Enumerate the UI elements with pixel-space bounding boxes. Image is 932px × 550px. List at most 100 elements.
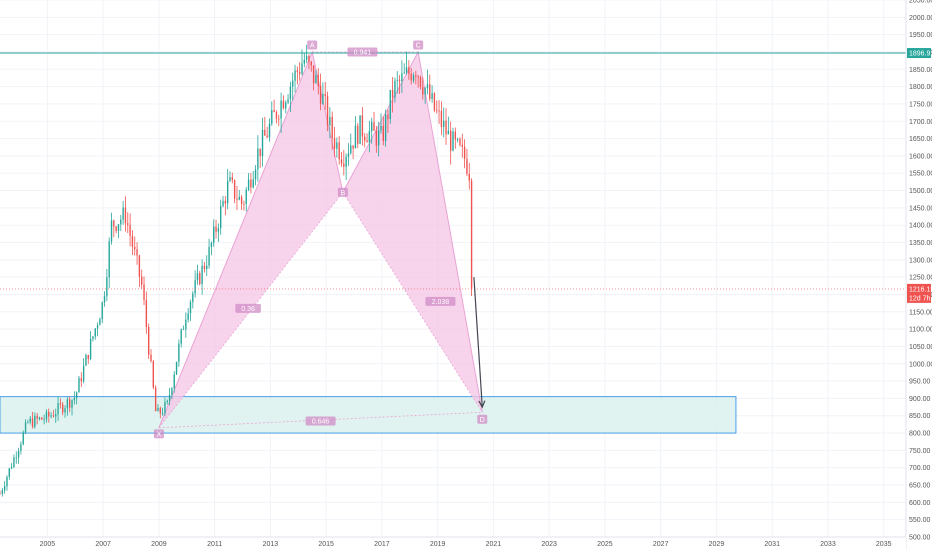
candle-body (1, 490, 4, 494)
time-tick-label: 2027 (653, 541, 669, 548)
candle-body (48, 411, 50, 417)
candle-body (250, 179, 252, 188)
candle-body (401, 73, 403, 82)
candle-body (45, 411, 48, 420)
candle-body (201, 265, 203, 285)
candle-body (357, 125, 359, 144)
price-axis[interactable]: 500.00 550.00 600.00 650.00 700.00 750.00 800.… (905, 0, 932, 550)
candle-body (175, 361, 178, 375)
candle-body (134, 246, 136, 250)
candle-body (82, 365, 85, 382)
candle-body (217, 228, 220, 232)
price-tick-label: 550.00 (909, 517, 931, 524)
candle-body (182, 329, 185, 331)
pattern-point-badge-c (413, 40, 424, 50)
candle-body (396, 79, 398, 81)
candle-body (331, 116, 333, 139)
candle-body (312, 65, 315, 84)
price-axis-tags: 1896.91 1216.15 12d 7h (907, 48, 932, 303)
candle-body (229, 177, 231, 181)
price-tick-label: 1350.00 (909, 240, 932, 247)
candle-body (180, 329, 182, 344)
pattern-triangle-xab[interactable] (158, 51, 343, 428)
candle-body (131, 235, 134, 247)
candle-body (99, 319, 101, 326)
candle-body (305, 55, 308, 60)
candle-body (238, 196, 240, 200)
candle-body (310, 61, 312, 66)
candle-body (147, 326, 150, 355)
candle-body (6, 476, 8, 487)
candle-body (199, 273, 201, 285)
candle-body (208, 246, 210, 266)
projection-arrow[interactable] (473, 277, 486, 409)
price-tick-label: 750.00 (909, 448, 931, 455)
time-tick-label: 2009 (151, 541, 167, 548)
candle-body (391, 89, 394, 98)
time-axis[interactable]: 2005 2007 2009 2011 2013 2015 2017 2019 2021 2023… (0, 536, 906, 550)
candle-body (315, 75, 317, 84)
candle-body (340, 159, 343, 164)
candle-body (470, 180, 473, 289)
price-tick-label: 1450.00 (909, 205, 932, 212)
candle-body (447, 130, 450, 135)
pattern-point-x: X (157, 431, 162, 438)
candle-body (336, 142, 338, 149)
candle-body (0, 493, 1, 495)
candle-body (275, 112, 278, 119)
candle-body (322, 93, 324, 104)
pattern-triangle-bcd[interactable] (342, 51, 483, 413)
candle-body (110, 220, 113, 242)
horizontal-price-lines[interactable] (0, 52, 906, 290)
candle-body (34, 415, 36, 427)
harmonic-target-zone[interactable] (0, 396, 737, 434)
candle-body (419, 76, 422, 87)
candle-body (408, 67, 410, 74)
time-tick-label: 2011 (207, 541, 222, 548)
candle-body (52, 415, 55, 417)
candle-body (389, 89, 391, 120)
price-tick-label: 1300.00 (909, 257, 932, 264)
candle-body (326, 96, 329, 126)
candle-body (368, 131, 371, 143)
candle-body (73, 397, 76, 400)
price-tick-label: 1700.00 (909, 119, 932, 126)
candle-body (271, 110, 273, 124)
time-tick-label: 2031 (764, 541, 780, 548)
candle-body (150, 354, 152, 362)
candle-body (329, 116, 331, 126)
candle-body (308, 55, 310, 62)
candle-body (433, 93, 436, 111)
candle-body (259, 148, 261, 157)
pattern-point-badge-d (477, 414, 488, 424)
candle-body (461, 144, 463, 147)
last-price-tag (907, 283, 931, 303)
candle-body (138, 255, 141, 277)
candle-body (171, 388, 173, 395)
time-tick-label: 2035 (876, 541, 892, 548)
pattern-point-badge-b (337, 187, 348, 197)
candle-body (431, 93, 433, 100)
candle-body (370, 122, 373, 132)
candle-body (226, 180, 229, 204)
price-tick-label: 1750.00 (909, 101, 932, 108)
candle-body (124, 207, 127, 224)
pattern-point-d: D (480, 417, 485, 424)
time-tick-label: 2005 (40, 541, 56, 548)
candle-body (410, 73, 412, 81)
candle-body (80, 378, 83, 382)
candle-body (159, 407, 161, 414)
candle-body (29, 418, 31, 423)
candle-body (364, 136, 366, 141)
candle-body (412, 75, 415, 81)
candle-body (78, 378, 80, 393)
candle-body (415, 75, 417, 77)
resistance-price-tag (907, 48, 931, 59)
candle-body (194, 280, 196, 294)
time-tick-label: 2033 (820, 541, 836, 548)
candle-body (64, 408, 66, 413)
pattern-ratio-badge (235, 303, 261, 313)
projection-arrow-shaft[interactable] (473, 277, 483, 408)
target-zone-rect[interactable] (0, 396, 737, 434)
